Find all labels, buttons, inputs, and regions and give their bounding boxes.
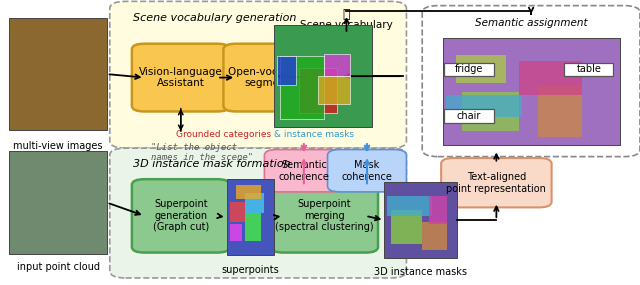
FancyBboxPatch shape — [132, 179, 230, 253]
Text: Scene vocabulary generation: Scene vocabulary generation — [133, 13, 296, 23]
FancyBboxPatch shape — [328, 150, 406, 192]
Text: Superpoint
generation
(Graph cut): Superpoint generation (Graph cut) — [153, 199, 209, 233]
FancyBboxPatch shape — [132, 44, 230, 111]
Text: superpoints: superpoints — [221, 265, 280, 275]
FancyBboxPatch shape — [223, 44, 321, 111]
FancyBboxPatch shape — [564, 63, 614, 76]
Bar — [538, 86, 582, 137]
Bar — [422, 221, 447, 250]
Bar — [9, 151, 107, 254]
Bar — [230, 202, 246, 221]
Bar — [385, 182, 457, 258]
FancyBboxPatch shape — [110, 148, 406, 278]
Text: Grounded categories: Grounded categories — [175, 130, 271, 139]
Text: Vision-language
Assistant: Vision-language Assistant — [139, 67, 223, 88]
Text: Text-aligned
point representation: Text-aligned point representation — [447, 172, 547, 194]
FancyBboxPatch shape — [441, 158, 552, 207]
Bar — [274, 25, 372, 127]
Text: Open-voc. object
segmenter: Open-voc. object segmenter — [228, 67, 317, 88]
Bar — [9, 18, 107, 130]
Text: Superpoint
merging
(spectral clustering): Superpoint merging (spectral clustering) — [275, 199, 374, 233]
Bar — [277, 26, 372, 125]
Bar — [519, 61, 582, 95]
Text: & instance masks: & instance masks — [271, 130, 354, 139]
Bar — [236, 185, 261, 199]
Bar — [299, 68, 337, 113]
Bar — [390, 210, 422, 244]
Bar — [446, 95, 522, 117]
Bar — [456, 55, 506, 83]
Text: Semantic assignment: Semantic assignment — [475, 18, 588, 28]
Text: multi-view images: multi-view images — [13, 141, 103, 151]
Text: 📚: 📚 — [343, 9, 350, 21]
Bar — [277, 56, 296, 85]
Text: chair: chair — [457, 111, 481, 121]
FancyBboxPatch shape — [271, 179, 378, 253]
FancyBboxPatch shape — [444, 109, 493, 123]
Bar — [227, 179, 274, 255]
Bar — [230, 224, 243, 241]
Text: Semantic
coherence: Semantic coherence — [278, 160, 330, 182]
Text: input point cloud: input point cloud — [17, 262, 100, 272]
Text: 3D instance mask formation: 3D instance mask formation — [133, 159, 291, 170]
Bar — [280, 27, 372, 123]
Text: Mask
coherence: Mask coherence — [342, 160, 392, 182]
Bar — [462, 92, 519, 131]
Text: "List the object
names in the scene": "List the object names in the scene" — [151, 142, 253, 162]
FancyBboxPatch shape — [110, 1, 406, 148]
Bar — [324, 54, 349, 76]
Bar — [318, 76, 349, 104]
FancyBboxPatch shape — [422, 6, 640, 157]
Bar — [280, 56, 324, 119]
Bar — [246, 213, 261, 241]
Text: fridge: fridge — [455, 64, 483, 74]
Text: 3D instance masks: 3D instance masks — [374, 267, 467, 277]
Bar — [246, 193, 264, 213]
Bar — [429, 196, 447, 224]
Bar — [387, 196, 431, 216]
Text: Scene vocabulary: Scene vocabulary — [300, 20, 393, 30]
Bar — [443, 38, 620, 145]
FancyBboxPatch shape — [444, 63, 493, 76]
FancyBboxPatch shape — [264, 150, 343, 192]
Text: table: table — [577, 64, 601, 74]
